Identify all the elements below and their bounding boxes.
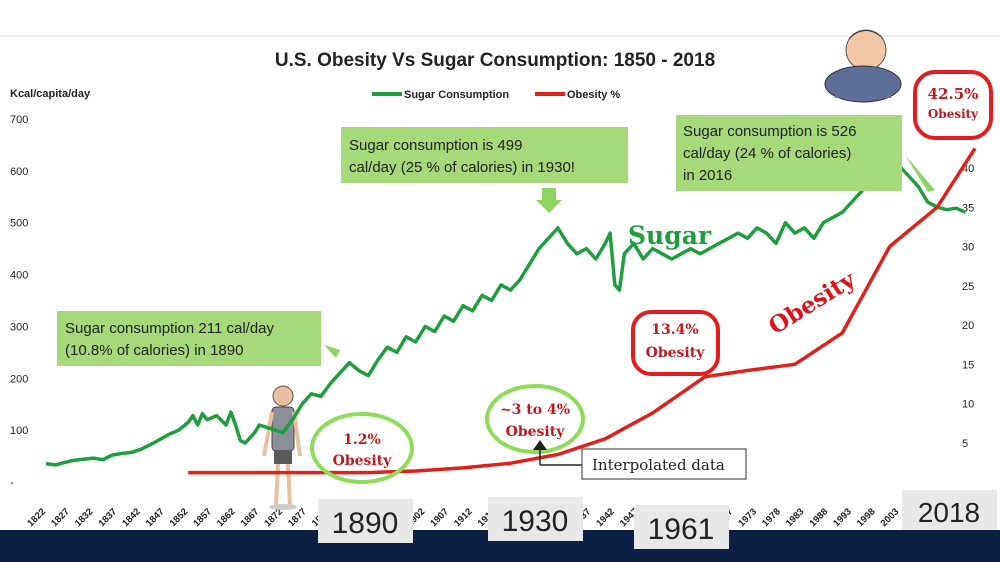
interpolated-note: Interpolated data [533,440,747,480]
y-axis-label: Kcal/capita/day [10,88,91,100]
x-tick-11: 1877 [286,506,309,529]
left-tick-1: 100 [10,425,28,437]
sugar-handwritten-label: Sugar [628,221,712,250]
callout-1890-line-1: Sugar consumption 211 cal/day [65,320,275,337]
callout-2016-line-1: Sugar consumption is 526 [683,123,856,140]
year-label-1890-text: 1890 [332,507,399,540]
x-tick-18: 1912 [452,506,475,529]
legend-label-obesity: Obesity % [567,89,620,101]
callout-2016-line-2: cal/day (24 % of calories) [683,145,851,162]
obesity-label-1930-word: Obesity [506,424,566,440]
callout-2016: Sugar consumption is 526 cal/day (24 % o… [676,115,935,192]
chart-title: U.S. Obesity Vs Sugar Consumption: 1850 … [275,50,715,71]
interpolated-note-text: Interpolated data [592,456,725,474]
left-tick-0: - [10,477,14,489]
callout-1930-line-1: Sugar consumption is 499 [349,137,522,154]
callout-1890-text: Sugar consumption 211 cal/day (10.8% of … [65,320,278,359]
callout-1890-line-2: (10.8% of calories) in 1890 [65,342,243,359]
year-label-1930-text: 1930 [502,505,569,538]
x-tick-0: 1822 [25,506,48,529]
year-label-2018-text: 2018 [918,497,980,528]
x-tick-32: 1983 [784,506,807,529]
x-tick-35: 1998 [855,506,878,529]
x-tick-31: 1978 [760,506,783,529]
left-tick-7: 700 [10,114,28,126]
callout-1930: Sugar consumption is 499 cal/day (25 % o… [341,127,628,213]
left-axis-ticks: - 100 200 300 400 500 600 700 [10,114,28,489]
x-axis-ticks: 1822 1827 1832 1837 1842 1847 1852 1857 1862 1867… [25,506,948,529]
x-tick-8: 1862 [215,506,238,529]
x-tick-6: 1852 [168,506,191,529]
legend: Sugar Consumption Obesity % [372,89,620,101]
left-tick-6: 600 [10,166,28,178]
right-tick-0: 5 [962,438,968,450]
x-tick-4: 1842 [120,506,143,529]
year-label-1961-text: 1961 [648,513,715,546]
x-tick-2: 1832 [73,506,96,529]
x-tick-9: 1867 [239,506,262,529]
year-label-1961: 1961 [634,505,729,549]
x-tick-1: 1827 [49,506,72,529]
x-tick-24: 1942 [594,506,617,529]
right-tick-5: 30 [962,242,974,254]
obesity-label-1930: ~3 to 4% Obesity [485,384,585,454]
obese-person-illustration [824,29,902,103]
obesity-label-1961: 13.4% Obesity [631,310,720,376]
callout-2016-text: Sugar consumption is 526 cal/day (24 % o… [683,123,861,184]
callout-1930-line-2: cal/day (25 % of calories) in 1930! [349,159,575,176]
right-tick-4: 25 [962,281,974,293]
x-tick-5: 1847 [144,506,167,529]
left-tick-2: 200 [10,373,28,385]
obesity-label-1961-word: Obesity [646,345,706,361]
obesity-label-1890-value: 1.2% [343,432,381,448]
obesity-label-2018: 42.5% Obesity [913,70,993,140]
right-tick-2: 15 [962,359,974,371]
left-tick-4: 400 [10,270,28,282]
legend-label-sugar: Sugar Consumption [404,89,509,101]
callout-2016-line-3: in 2016 [683,167,732,184]
obesity-label-1930-value: ~3 to 4% [500,402,570,418]
callout-1890: Sugar consumption 211 cal/day (10.8% of … [57,311,340,366]
left-tick-3: 300 [10,321,28,333]
x-tick-33: 1988 [807,506,830,529]
left-tick-5: 500 [10,218,28,230]
right-tick-3: 20 [962,320,974,332]
obesity-label-1961-value: 13.4% [651,322,698,338]
obesity-label-2018-word: Obesity [928,107,979,121]
x-tick-3: 1837 [96,506,119,529]
obesity-series [188,147,977,475]
callout-1930-text: Sugar consumption is 499 cal/day (25 % o… [349,137,575,176]
sugar-consumption-series [45,158,967,467]
obesity-label-2018-value: 42.5% [928,85,979,103]
x-tick-36: 2003 [879,506,902,529]
year-label-1890: 1890 [318,499,413,543]
year-label-1930: 1930 [488,497,583,541]
thin-person-illustration [262,385,302,510]
x-tick-34: 1993 [831,506,854,529]
obesity-label-1890-word: Obesity [333,453,393,469]
obesity-label-1890: 1.2% Obesity [310,412,414,484]
x-tick-30: 1973 [736,506,759,529]
year-label-2018: 2018 [902,490,997,530]
right-tick-1: 10 [962,399,974,411]
x-tick-17: 1907 [428,506,451,529]
x-tick-7: 1857 [191,506,214,529]
